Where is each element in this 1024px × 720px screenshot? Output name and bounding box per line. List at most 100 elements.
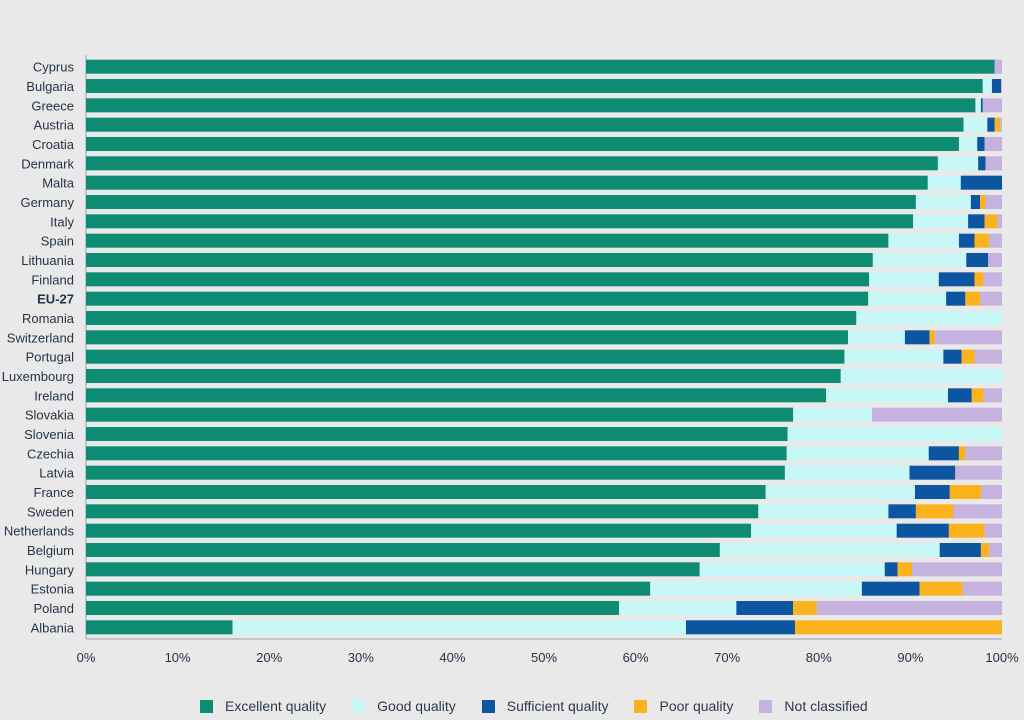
legend-item: Excellent quality	[200, 698, 326, 714]
chart-legend: Excellent quality Good quality Sufficient …	[200, 698, 868, 714]
bar-segment-poor-quality	[974, 272, 984, 287]
bar-segment-sufficient-quality	[928, 446, 959, 461]
bar-segment-poor-quality	[949, 485, 981, 499]
bar-segment-not-classified	[994, 59, 1002, 74]
bar-segment-excellent-quality	[86, 175, 928, 190]
bar-segment-poor-quality	[974, 233, 990, 248]
x-tick-label: 60%	[623, 650, 649, 665]
bar-segment-not-classified	[984, 137, 1002, 151]
bar-segment-good-quality	[856, 311, 1002, 325]
bar-segment-excellent-quality	[86, 581, 651, 596]
category-label: Czechia	[27, 446, 75, 461]
bar-segment-good-quality	[872, 253, 967, 267]
bar-segment-poor-quality	[897, 562, 913, 577]
bar-segment-good-quality	[619, 601, 737, 615]
category-label: Sweden	[27, 504, 74, 519]
bar-segment-sufficient-quality	[947, 388, 972, 403]
x-tick-label: 20%	[256, 650, 282, 665]
bar-segment-poor-quality	[919, 581, 963, 596]
bar-segment-excellent-quality	[86, 427, 788, 441]
bar-segment-good-quality	[840, 369, 1002, 383]
bar-segment-excellent-quality	[86, 233, 889, 248]
bar-segment-good-quality	[975, 98, 981, 113]
bar-segment-good-quality	[699, 562, 885, 577]
bar-segment-excellent-quality	[86, 156, 938, 171]
bar-segment-not-classified	[935, 330, 1002, 345]
category-label: Italy	[50, 214, 74, 229]
bar-segment-good-quality	[787, 427, 1002, 441]
bar-segment-excellent-quality	[86, 117, 964, 132]
bar-segment-not-classified	[965, 446, 1002, 461]
category-label: Croatia	[32, 137, 75, 152]
bar-segment-not-classified	[980, 485, 1002, 499]
bar-segment-sufficient-quality	[736, 601, 794, 615]
bar-segment-not-classified	[962, 581, 1002, 596]
bar-segment-sufficient-quality	[685, 620, 795, 635]
bar-segment-poor-quality	[793, 601, 817, 615]
bar-segment-poor-quality	[984, 214, 998, 229]
bar-segment-poor-quality	[980, 195, 986, 209]
bar-segment-good-quality	[719, 543, 940, 557]
bar-segment-sufficient-quality	[960, 175, 1002, 190]
bar-segment-excellent-quality	[86, 59, 995, 74]
category-label: Hungary	[25, 562, 75, 577]
bar-segment-not-classified	[997, 214, 1002, 229]
bar-segment-good-quality	[868, 291, 947, 306]
bar-segment-sufficient-quality	[909, 465, 956, 480]
category-label: Spain	[41, 234, 74, 249]
category-label: EU-27	[37, 292, 74, 307]
bar-segment-excellent-quality	[86, 253, 873, 267]
bar-segment-not-classified	[989, 543, 1002, 557]
bar-segment-not-classified	[912, 562, 1002, 577]
bar-segment-excellent-quality	[86, 407, 794, 422]
category-label: Latvia	[39, 466, 74, 481]
bar-segment-sufficient-quality	[861, 581, 920, 596]
bar-segment-good-quality	[650, 581, 862, 596]
bar-segment-poor-quality	[958, 446, 966, 461]
bar-segment-poor-quality	[965, 291, 981, 306]
bar-segment-sufficient-quality	[977, 137, 985, 151]
category-label: Ireland	[34, 388, 74, 403]
bar-segment-poor-quality	[794, 620, 1002, 635]
bar-segment-not-classified	[982, 98, 1002, 113]
category-label: Denmark	[21, 156, 74, 171]
bar-segment-not-classified	[989, 233, 1002, 248]
legend-label: Sufficient quality	[506, 698, 609, 714]
bar-segment-poor-quality	[915, 504, 954, 519]
bar-segment-good-quality	[913, 214, 969, 229]
bar-segment-sufficient-quality	[958, 233, 975, 248]
bar-segment-not-classified	[1000, 117, 1002, 132]
bar-segment-sufficient-quality	[939, 543, 981, 557]
bar-segment-excellent-quality	[86, 195, 916, 209]
bar-segment-excellent-quality	[86, 523, 752, 538]
bar-segment-good-quality	[784, 465, 910, 480]
legend-swatch	[634, 699, 648, 713]
bar-segment-sufficient-quality	[968, 214, 985, 229]
bar-segment-excellent-quality	[86, 465, 785, 480]
bar-segment-good-quality	[958, 137, 978, 151]
bar-segment-not-classified	[988, 253, 1002, 267]
category-label: Switzerland	[7, 330, 74, 345]
bar-segment-sufficient-quality	[978, 156, 986, 171]
bar-segment-sufficient-quality	[914, 485, 950, 499]
bar-segment-excellent-quality	[86, 137, 959, 151]
bar-segment-excellent-quality	[86, 620, 233, 635]
category-label: Belgium	[27, 543, 74, 558]
category-label: Romania	[22, 311, 75, 326]
legend-swatch	[200, 699, 213, 713]
legend-label: Good quality	[377, 698, 456, 714]
bar-segment-excellent-quality	[86, 388, 827, 403]
category-label: Austria	[34, 118, 75, 133]
bar-segment-poor-quality	[929, 330, 936, 345]
bar-segment-excellent-quality	[86, 330, 849, 345]
legend-item: Poor quality	[634, 698, 733, 714]
x-tick-label: 40%	[439, 650, 465, 665]
bar-segment-good-quality	[793, 407, 872, 422]
legend-item: Not classified	[759, 698, 868, 714]
bar-segment-good-quality	[786, 446, 929, 461]
bar-segment-not-classified	[953, 504, 1002, 519]
category-label: Finland	[31, 272, 74, 287]
bar-segment-sufficient-quality	[896, 523, 949, 538]
category-label: Netherlands	[4, 524, 75, 539]
